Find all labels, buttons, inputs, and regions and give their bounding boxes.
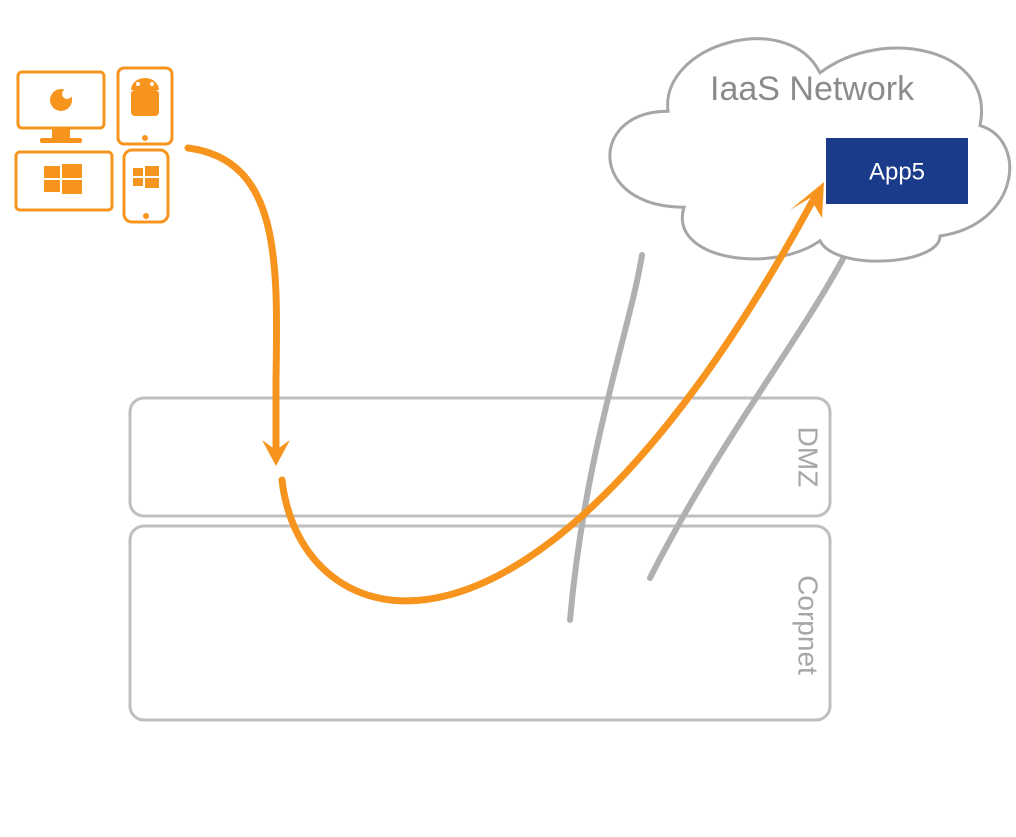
- tunnel-boundary-left: [570, 255, 642, 620]
- app5-label: App5: [869, 158, 925, 185]
- device-phone-icon: [124, 150, 168, 222]
- client-devices: [16, 68, 172, 222]
- device-tablet-icon: [118, 68, 172, 144]
- zone-corpnet: Corpnet: [130, 526, 830, 720]
- tunnel-boundary-right: [650, 255, 845, 578]
- architecture-diagram: DMZ Corpnet IaaS Network App5: [0, 0, 1016, 837]
- device-windows-icon: [16, 152, 112, 210]
- app5-node: App5: [826, 138, 968, 204]
- zone-dmz: DMZ: [130, 398, 830, 516]
- device-monitor-icon: [18, 72, 104, 143]
- cloud-label: IaaS Network: [710, 70, 915, 108]
- zone-dmz-label: DMZ: [793, 427, 824, 488]
- zone-corpnet-label: Corpnet: [793, 575, 824, 675]
